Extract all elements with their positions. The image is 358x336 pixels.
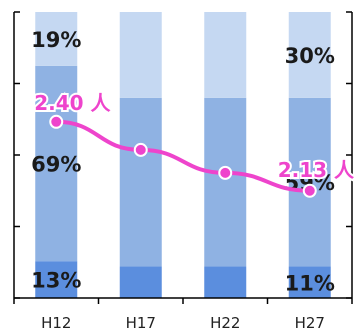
bar-segment-H12-s2 [35, 12, 78, 66]
bar-segment-H27-s0 [288, 266, 331, 298]
bar-segment-H27-s1 [288, 97, 331, 267]
bar-segment-H17-s1 [119, 97, 162, 267]
x-tick-label-H17: H17 [126, 314, 156, 332]
line-point-H12 [49, 114, 64, 129]
bar-segment-H27-s2 [288, 12, 331, 98]
line-point-H17 [133, 142, 148, 157]
segment-label-H12-s1: 69% [31, 152, 81, 176]
bar-segment-H17-s2 [119, 12, 162, 98]
line-point-H27 [302, 183, 317, 198]
segment-label-H12-s0: 13% [31, 269, 81, 293]
line-label-H27: 2.13 人 [278, 158, 355, 182]
segment-label-H27-s2: 30% [285, 44, 335, 68]
line-point-H22 [218, 165, 233, 180]
line-series-path [54, 119, 312, 193]
line-label-H12: 2.40 人 [34, 91, 111, 115]
bar-segment-H22-s1 [204, 97, 247, 267]
axes [13, 11, 353, 304]
bar-segment-H12-s0 [35, 261, 78, 298]
bar-segment-H22-s2 [204, 12, 247, 98]
segment-labels: 13%69%19%11%59%30% [31, 28, 335, 295]
bar-segment-H17-s0 [119, 266, 162, 298]
segment-label-H27-s0: 11% [285, 271, 335, 295]
x-tick-labels: H12 H17 H22 H27 [41, 314, 325, 332]
bar-segment-H22-s0 [204, 266, 247, 298]
segment-label-H12-s2: 19% [31, 28, 81, 52]
x-tick-label-H12: H12 [41, 314, 71, 332]
household-size-line: 2.40 人 2.13 人 [32, 89, 357, 198]
bar-segment-H12-s1 [35, 65, 78, 262]
x-tick-label-H27: H27 [295, 314, 325, 332]
x-tick-label-H22: H22 [210, 314, 240, 332]
bar-segments [35, 12, 331, 298]
